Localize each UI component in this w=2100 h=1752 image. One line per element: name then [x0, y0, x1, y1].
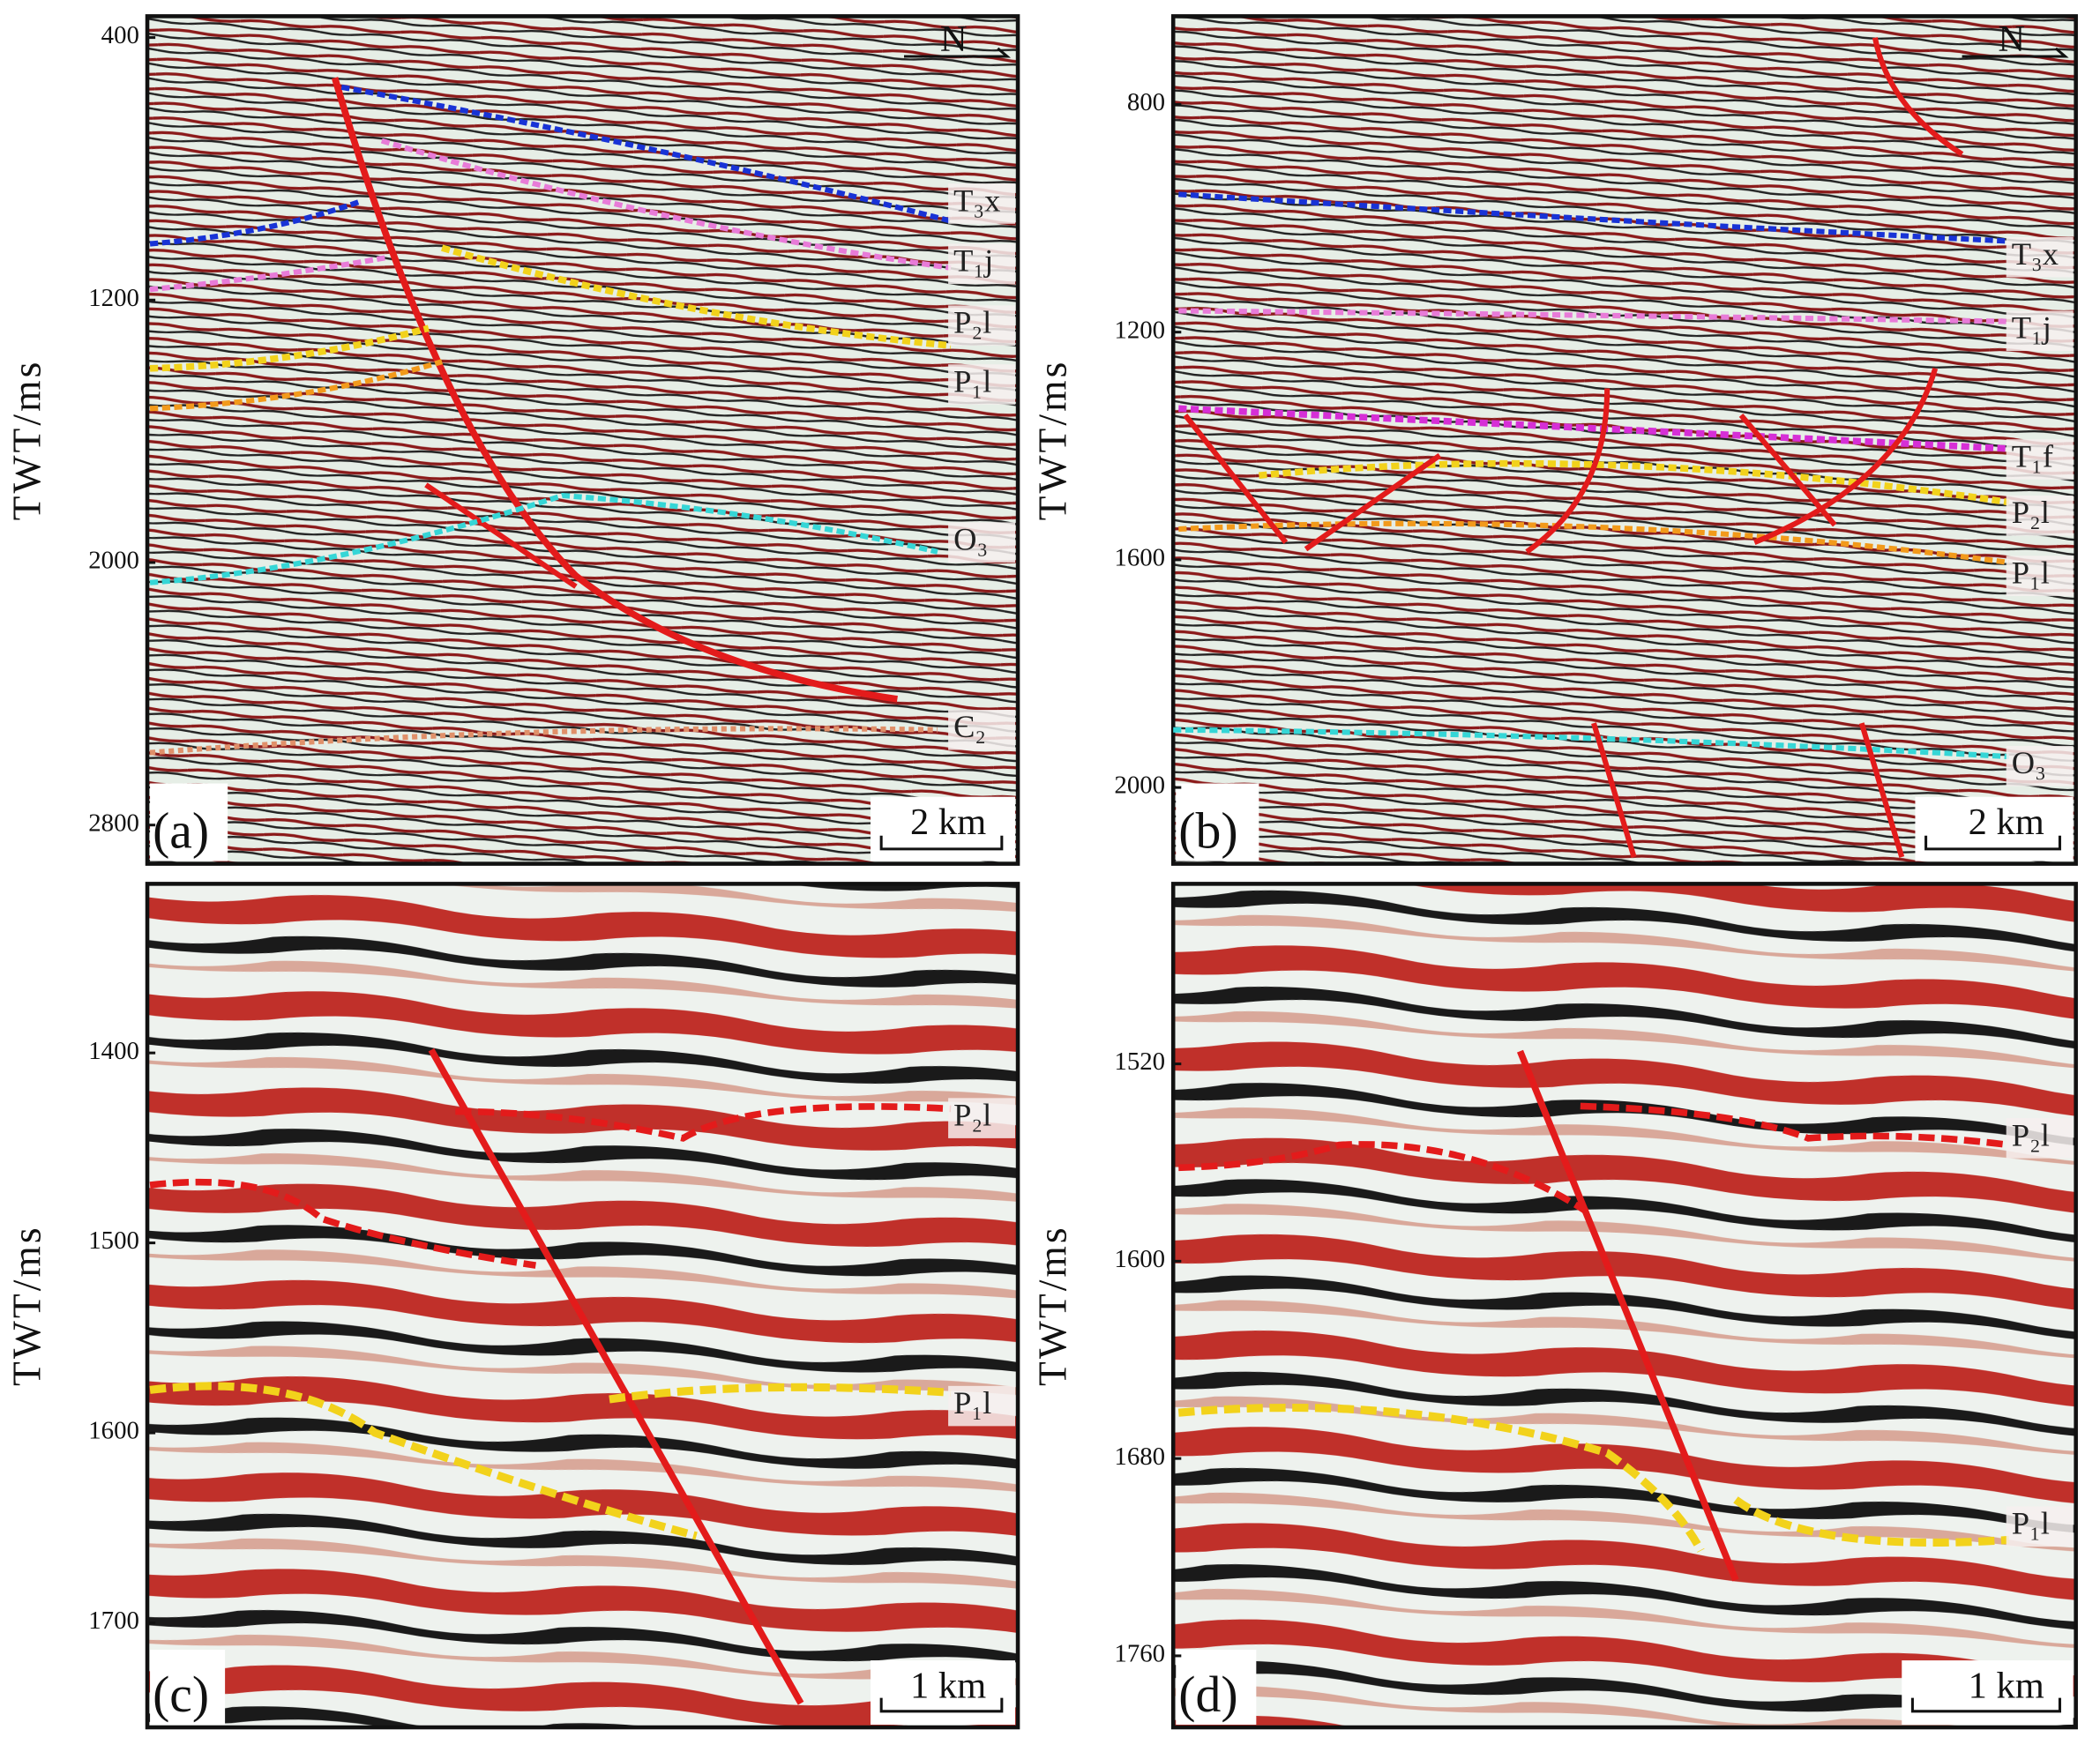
y-tick-label: 1400	[88, 1037, 139, 1065]
horizon-label-bg	[2006, 555, 2074, 596]
horizon-label-bg	[2006, 745, 2074, 787]
north-arrow-label: N	[940, 19, 968, 60]
panel-label: (d)	[1178, 1667, 1237, 1723]
horizon-label: P₁l	[953, 1385, 991, 1420]
horizon-label: P₁l	[2012, 1506, 2050, 1541]
y-tick-label: 2000	[88, 547, 139, 575]
panel-label: (a)	[153, 803, 209, 859]
horizon-label-bg	[948, 243, 1016, 285]
horizon-label-bg	[948, 709, 1016, 750]
horizon-label: P₁l	[953, 363, 991, 399]
panel-label: (b)	[1178, 803, 1237, 859]
y-tick-label: 1760	[1114, 1640, 1165, 1668]
scale-bar-label: 1 km	[910, 1666, 986, 1707]
north-arrow-label: N	[1998, 19, 2025, 60]
horizon-label-bg	[2006, 496, 2074, 536]
horizon-label-bg	[948, 305, 1016, 346]
horizon-label-bg	[2006, 310, 2074, 352]
horizon-label-bg	[2006, 439, 2074, 480]
horizon-label: T₃x	[2012, 236, 2059, 272]
horizon-label-bg	[948, 1098, 1016, 1138]
y-tick-label: 1680	[1114, 1443, 1165, 1471]
y-axis-title: TWT/ms	[1030, 360, 1075, 521]
y-tick-label: 1600	[1114, 1245, 1165, 1273]
y-tick-label: 1200	[1114, 316, 1165, 344]
horizon-label: P₂l	[953, 1097, 991, 1132]
horizon-label: T₁j	[953, 243, 993, 279]
horizon-label-bg	[948, 183, 1016, 224]
y-tick-label: 400	[101, 21, 139, 49]
y-tick-label: 1600	[1114, 544, 1165, 572]
y-axis-title: TWT/ms	[4, 360, 49, 521]
horizon-label-bg	[2006, 1506, 2074, 1547]
panel-c	[145, 882, 1020, 1730]
y-axis-title: TWT/ms	[1030, 1225, 1075, 1386]
y-tick-label: 1500	[88, 1226, 139, 1255]
scale-bar-label: 1 km	[1969, 1666, 2044, 1707]
y-tick-label: 1700	[88, 1607, 139, 1635]
horizon-label-bg	[948, 1385, 1016, 1427]
horizon-label: O₃	[953, 522, 988, 557]
horizon-label: P₁l	[2012, 555, 2050, 590]
y-tick-label: 1200	[88, 284, 139, 312]
horizon-label: P₂l	[2012, 1117, 2050, 1152]
y-tick-label: 1520	[1114, 1047, 1165, 1076]
horizon-label: P₂l	[2012, 495, 2050, 530]
horizon-label: T₁j	[2012, 310, 2051, 346]
panel-d	[1170, 882, 2078, 1730]
scale-bar-label: 2 km	[1969, 801, 2044, 843]
horizon-label-bg	[948, 522, 1016, 563]
horizon-label-bg	[2006, 1118, 2074, 1159]
y-tick-label: 800	[1127, 88, 1165, 116]
horizon-label: Є₂	[953, 709, 986, 744]
panel-b	[1170, 14, 2078, 866]
horizon-label-bg	[2006, 236, 2074, 278]
horizon-label: T₁f	[2012, 438, 2054, 473]
horizon-label-bg	[948, 364, 1016, 405]
panel-label: (c)	[153, 1667, 209, 1723]
horizon-label: O₃	[2012, 745, 2046, 780]
y-tick-label: 2000	[1114, 772, 1165, 800]
scale-bar-label: 2 km	[910, 801, 986, 843]
horizon-label: T₃x	[953, 183, 1000, 218]
y-tick-label: 1600	[88, 1417, 139, 1445]
panel-a	[145, 14, 1020, 866]
y-axis-title: TWT/ms	[4, 1225, 49, 1386]
y-tick-label: 2800	[88, 809, 139, 837]
horizon-label: P₂l	[953, 305, 991, 340]
